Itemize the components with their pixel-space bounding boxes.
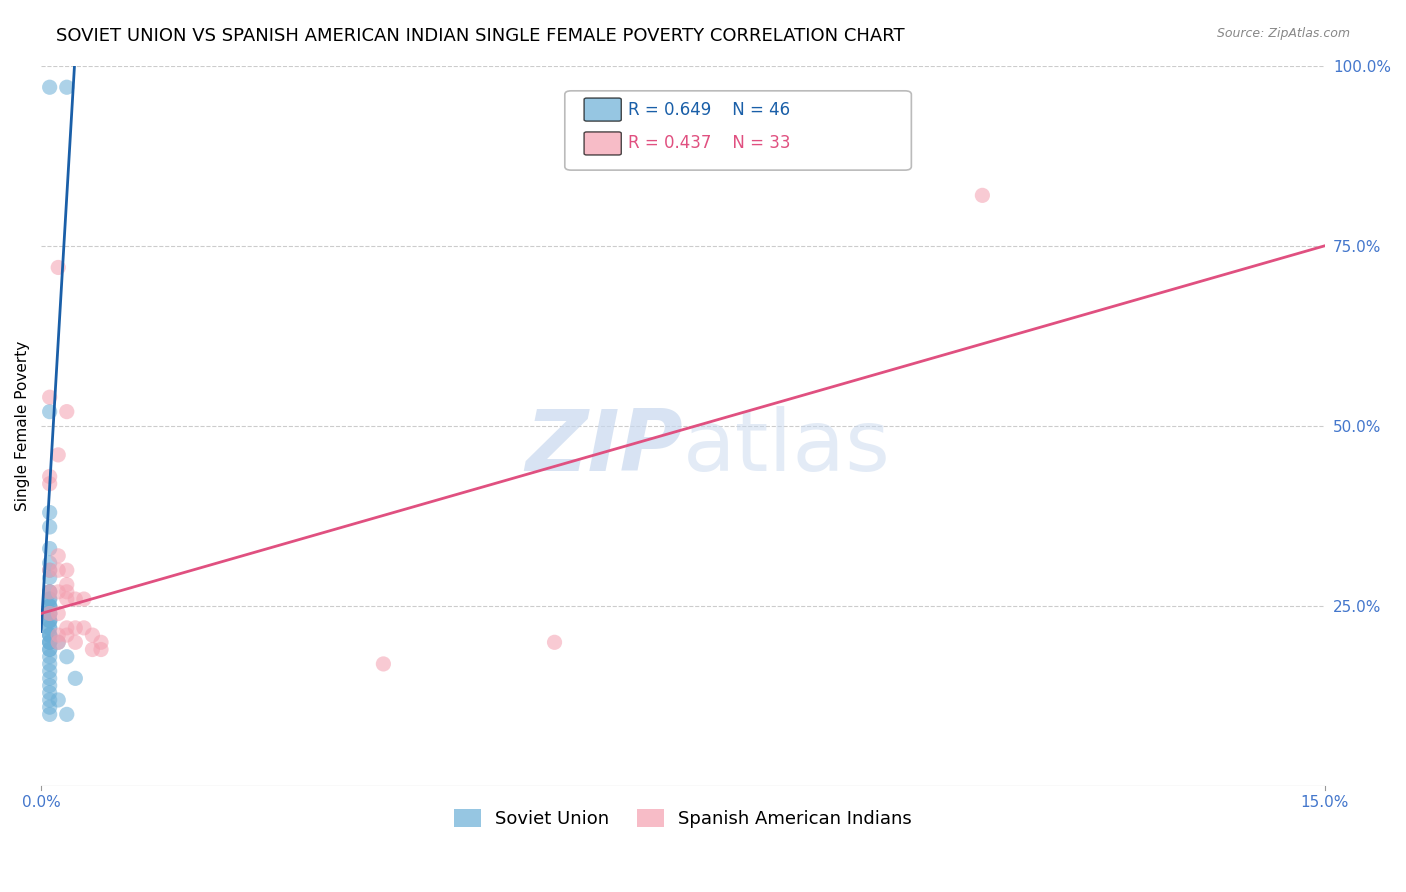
Point <box>38 563 60 577</box>
Point <box>38 563 60 577</box>
Point <box>46 585 69 599</box>
Point <box>38 671 60 685</box>
Point <box>55 585 77 599</box>
Point <box>38 649 60 664</box>
Point <box>65 592 87 607</box>
Point <box>38 635 60 649</box>
Point <box>38 628 60 642</box>
Y-axis label: Single Female Poverty: Single Female Poverty <box>15 341 30 511</box>
Point <box>46 628 69 642</box>
Point <box>55 404 77 418</box>
Point <box>38 541 60 556</box>
Point <box>38 607 60 621</box>
Text: atlas: atlas <box>683 406 891 489</box>
Point <box>38 693 60 707</box>
Point <box>55 628 77 642</box>
Point <box>38 664 60 678</box>
Point <box>38 520 60 534</box>
Point <box>46 260 69 275</box>
Point <box>65 621 87 635</box>
Point <box>55 649 77 664</box>
Point <box>55 592 77 607</box>
Point <box>38 614 60 628</box>
Point <box>46 635 69 649</box>
Point <box>38 390 60 404</box>
Point <box>38 592 60 607</box>
Point <box>38 404 60 418</box>
Point <box>90 642 112 657</box>
Point <box>38 585 60 599</box>
Text: R = 0.437    N = 33: R = 0.437 N = 33 <box>627 135 790 153</box>
Point <box>38 621 60 635</box>
FancyBboxPatch shape <box>583 98 621 121</box>
Point <box>972 188 994 202</box>
Point <box>65 671 87 685</box>
Point <box>38 614 60 628</box>
Point <box>38 657 60 671</box>
Point <box>38 686 60 700</box>
Point <box>46 549 69 563</box>
Point <box>38 592 60 607</box>
Point <box>55 577 77 591</box>
Point <box>46 607 69 621</box>
Point <box>38 80 60 95</box>
Text: Source: ZipAtlas.com: Source: ZipAtlas.com <box>1216 27 1350 40</box>
Point <box>73 621 96 635</box>
Point <box>82 642 104 657</box>
Point <box>38 614 60 628</box>
Point <box>38 599 60 614</box>
Point <box>38 679 60 693</box>
Point <box>46 693 69 707</box>
Point <box>38 476 60 491</box>
Point <box>55 621 77 635</box>
Point <box>38 599 60 614</box>
Point <box>38 635 60 649</box>
Point <box>38 570 60 584</box>
Point <box>90 635 112 649</box>
Point <box>46 563 69 577</box>
Point <box>46 448 69 462</box>
Point <box>38 506 60 520</box>
Point <box>38 635 60 649</box>
Point <box>65 635 87 649</box>
Point <box>55 563 77 577</box>
Point <box>73 592 96 607</box>
Point <box>38 607 60 621</box>
Text: R = 0.649    N = 46: R = 0.649 N = 46 <box>627 101 790 119</box>
FancyBboxPatch shape <box>565 91 911 170</box>
Point <box>38 556 60 570</box>
Point <box>55 707 77 722</box>
Point <box>38 628 60 642</box>
Legend: Soviet Union, Spanish American Indians: Soviet Union, Spanish American Indians <box>447 801 920 835</box>
Point <box>38 607 60 621</box>
Point <box>38 469 60 483</box>
Text: SOVIET UNION VS SPANISH AMERICAN INDIAN SINGLE FEMALE POVERTY CORRELATION CHART: SOVIET UNION VS SPANISH AMERICAN INDIAN … <box>56 27 905 45</box>
Point <box>82 628 104 642</box>
Point <box>373 657 395 671</box>
Point <box>55 80 77 95</box>
Point <box>38 585 60 599</box>
Point <box>38 700 60 714</box>
Point <box>46 635 69 649</box>
Point <box>38 585 60 599</box>
Point <box>38 607 60 621</box>
Point <box>38 628 60 642</box>
Point <box>38 707 60 722</box>
Point <box>38 621 60 635</box>
Text: R = 0.649: R = 0.649 <box>581 109 671 127</box>
Text: ZIP: ZIP <box>526 406 683 489</box>
Point <box>38 642 60 657</box>
FancyBboxPatch shape <box>583 132 621 155</box>
Point <box>38 642 60 657</box>
Point <box>543 635 565 649</box>
Point <box>38 599 60 614</box>
